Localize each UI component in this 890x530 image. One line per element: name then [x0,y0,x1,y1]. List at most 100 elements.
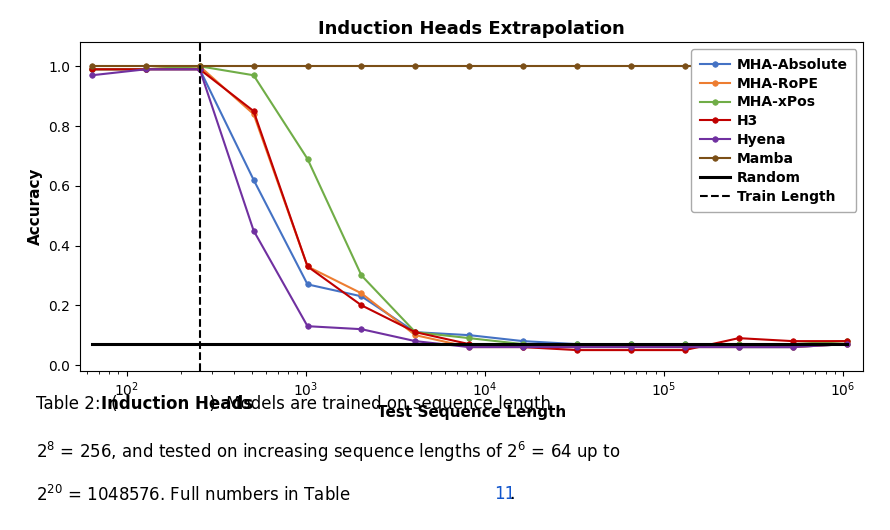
Y-axis label: Accuracy: Accuracy [28,168,43,245]
Hyena [733,344,744,350]
MHA-Absolute [518,338,529,344]
Random [788,341,798,347]
MHA-xPos [733,341,744,347]
Hyena [410,338,421,344]
Random [841,341,852,347]
Mamba [410,63,421,69]
Hyena [571,344,582,350]
Random [194,341,205,347]
Hyena [194,66,205,73]
MHA-xPos [86,66,97,73]
MHA-xPos [841,338,852,344]
MHA-RoPE [141,66,151,73]
Mamba [518,63,529,69]
Random [464,341,474,347]
MHA-Absolute [464,332,474,338]
Random [626,341,636,347]
Mamba [248,63,259,69]
MHA-xPos [680,341,691,347]
MHA-xPos [571,341,582,347]
MHA-Absolute [680,341,691,347]
X-axis label: Test Sequence Length: Test Sequence Length [377,405,566,420]
Random [356,341,367,347]
Hyena [303,323,313,329]
Text: .: . [509,485,514,503]
Hyena [788,344,798,350]
H3 [788,338,798,344]
Hyena [464,344,474,350]
Random [248,341,259,347]
MHA-Absolute [86,66,97,73]
Hyena [680,344,691,350]
MHA-xPos [518,341,529,347]
H3 [733,335,744,341]
Hyena [841,341,852,347]
MHA-Absolute [571,341,582,347]
MHA-xPos [248,72,259,78]
MHA-Absolute [194,66,205,73]
H3 [303,263,313,270]
Hyena [626,344,636,350]
Mamba [841,63,852,69]
Line: Mamba: Mamba [89,64,849,69]
Random [86,341,97,347]
Mamba [356,63,367,69]
MHA-RoPE [841,341,852,347]
Legend: MHA-Absolute, MHA-RoPE, MHA-xPos, H3, Hyena, Mamba, Random, Train Length: MHA-Absolute, MHA-RoPE, MHA-xPos, H3, Hy… [692,49,856,212]
Line: MHA-RoPE: MHA-RoPE [89,64,849,350]
H3 [86,66,97,73]
MHA-xPos [303,156,313,162]
MHA-RoPE [464,344,474,350]
MHA-xPos [356,272,367,279]
H3 [356,302,367,308]
Hyena [141,66,151,73]
MHA-Absolute [141,66,151,73]
H3 [841,338,852,344]
MHA-xPos [194,63,205,69]
MHA-RoPE [626,344,636,350]
MHA-RoPE [571,344,582,350]
H3 [464,341,474,347]
MHA-RoPE [733,344,744,350]
Text: Table 2:  (: Table 2: ( [36,395,117,413]
Random [571,341,582,347]
MHA-RoPE [356,290,367,296]
MHA-Absolute [248,176,259,183]
Mamba [788,63,798,69]
H3 [518,344,529,350]
MHA-RoPE [518,344,529,350]
Mamba [680,63,691,69]
Mamba [571,63,582,69]
Text: .)  Models are trained on sequence length: .) Models are trained on sequence length [204,395,551,413]
MHA-Absolute [356,293,367,299]
Mamba [733,63,744,69]
MHA-RoPE [410,332,421,338]
Mamba [626,63,636,69]
MHA-RoPE [680,344,691,350]
Title: Induction Heads Extrapolation: Induction Heads Extrapolation [319,20,625,38]
MHA-RoPE [86,66,97,73]
MHA-RoPE [788,344,798,350]
Hyena [86,72,97,78]
Mamba [303,63,313,69]
H3 [248,108,259,114]
Line: MHA-xPos: MHA-xPos [89,64,849,347]
Text: 11: 11 [494,485,515,503]
Line: Hyena: Hyena [89,66,849,350]
H3 [194,66,205,73]
Mamba [464,63,474,69]
MHA-xPos [464,335,474,341]
Random [410,341,421,347]
MHA-Absolute [410,329,421,335]
H3 [680,347,691,354]
Mamba [194,63,205,69]
H3 [141,66,151,73]
MHA-xPos [410,329,421,335]
Text: Induction Heads: Induction Heads [101,395,253,413]
Mamba [141,63,151,69]
MHA-RoPE [194,63,205,69]
MHA-xPos [626,341,636,347]
MHA-RoPE [303,263,313,270]
Hyena [518,344,529,350]
Text: $2^{20}$ = 1048576. Full numbers in Table: $2^{20}$ = 1048576. Full numbers in Tabl… [36,485,352,505]
